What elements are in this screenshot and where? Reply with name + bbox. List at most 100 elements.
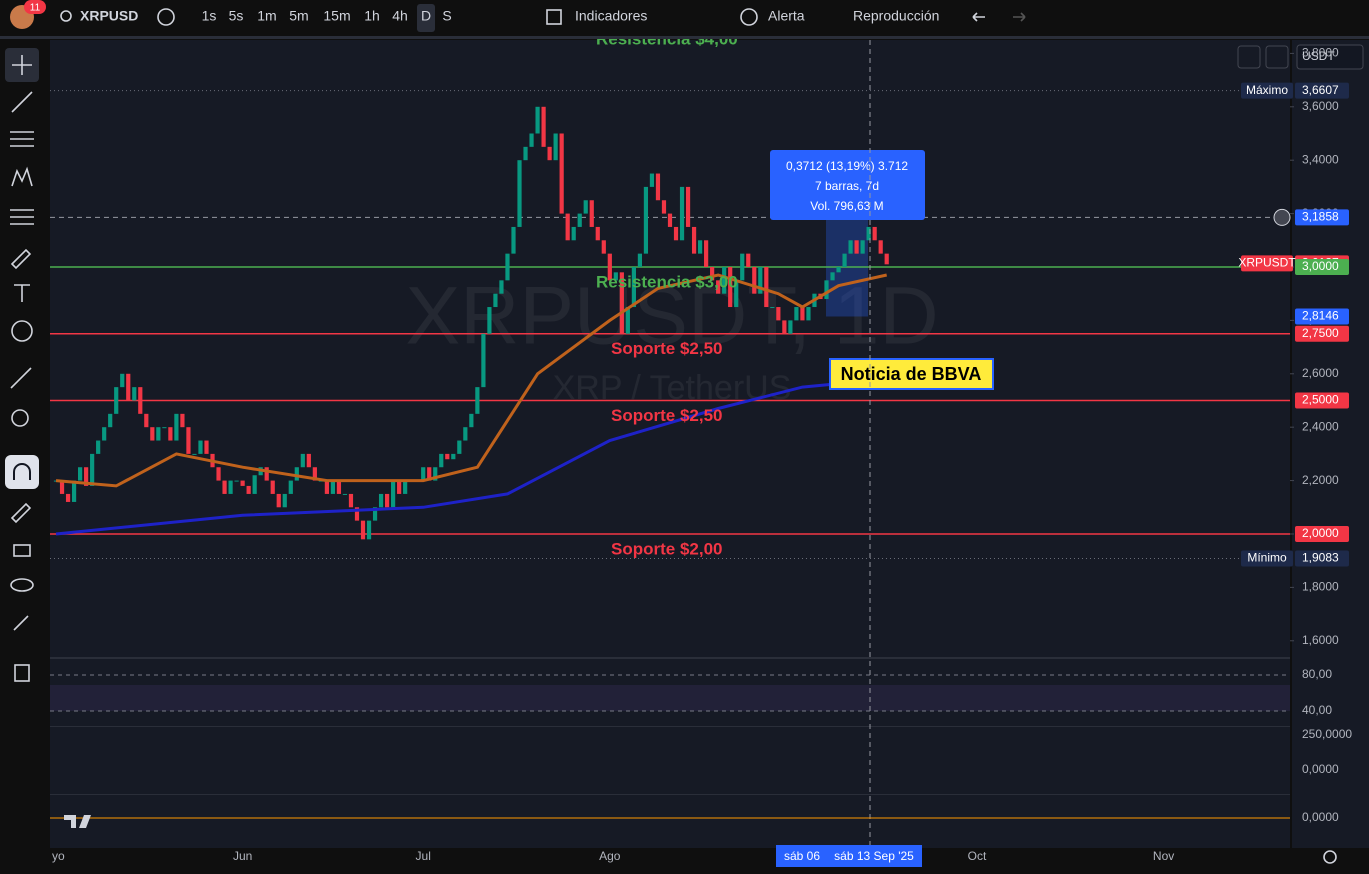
price-badge xyxy=(1295,209,1349,226)
ruler-tool[interactable] xyxy=(10,367,32,389)
candle xyxy=(583,200,588,214)
candle xyxy=(126,373,131,401)
search-icon[interactable] xyxy=(60,10,72,22)
candle xyxy=(559,133,564,214)
redo[interactable] xyxy=(1013,12,1026,22)
candle xyxy=(716,280,721,294)
interval-active xyxy=(417,4,435,32)
alert-icon[interactable] xyxy=(740,8,758,26)
candle xyxy=(216,467,221,481)
candle xyxy=(565,213,570,241)
candle xyxy=(300,453,305,468)
candle xyxy=(469,413,474,428)
price-tag xyxy=(1241,255,1293,272)
candle xyxy=(541,106,546,147)
lock-tool[interactable] xyxy=(13,544,31,557)
price-badge-label: 3,1858 xyxy=(1302,210,1339,224)
candle xyxy=(884,253,889,265)
download-button[interactable] xyxy=(1237,45,1261,69)
draw-mode[interactable] xyxy=(10,502,32,524)
candle xyxy=(252,475,257,494)
replay[interactable]: Reproducción xyxy=(853,8,939,24)
candle xyxy=(156,427,161,441)
interval[interactable]: 1m xyxy=(257,8,276,24)
y-tick-label: 3,6000 xyxy=(1302,99,1339,113)
candle xyxy=(577,213,582,227)
candle xyxy=(830,272,835,281)
time-badge-label: sáb 13 Sep '25 xyxy=(834,849,914,863)
candle xyxy=(673,226,679,241)
interval[interactable]: 15m xyxy=(323,8,350,24)
brush-tool[interactable] xyxy=(10,248,32,270)
symbol[interactable]: XRPUSD xyxy=(80,8,138,24)
candle xyxy=(866,226,871,241)
interval[interactable]: 1h xyxy=(364,8,380,24)
settings[interactable] xyxy=(1323,850,1337,864)
candle xyxy=(854,240,859,254)
candle xyxy=(403,480,408,494)
alert[interactable]: Alerta xyxy=(768,8,805,24)
candle xyxy=(192,453,197,455)
currency-select[interactable] xyxy=(1296,44,1364,70)
candle xyxy=(162,427,167,429)
candle xyxy=(661,200,667,214)
interval[interactable]: S xyxy=(442,8,451,24)
emoji-tool[interactable] xyxy=(11,320,33,342)
price-tag-label: Mínimo xyxy=(1247,551,1287,565)
line-tool[interactable] xyxy=(11,91,33,113)
indicators-icon[interactable] xyxy=(546,9,562,25)
candle xyxy=(457,440,462,454)
badge-count: 11 xyxy=(30,3,41,14)
y-tick-label: 3,4000 xyxy=(1302,152,1339,166)
indicators[interactable]: Indicadores xyxy=(575,8,647,24)
interval[interactable]: 5m xyxy=(289,8,308,24)
candle xyxy=(595,226,600,241)
undo[interactable] xyxy=(972,12,985,22)
moving-average xyxy=(55,377,887,536)
add-symbol[interactable] xyxy=(157,8,175,26)
candle xyxy=(228,480,233,494)
trash-tool[interactable] xyxy=(14,664,30,682)
moving-average xyxy=(55,273,888,488)
candle xyxy=(144,413,149,428)
candle xyxy=(679,186,685,241)
pattern-tool[interactable] xyxy=(11,166,33,187)
price-badge xyxy=(1295,82,1349,99)
price-badge xyxy=(1295,525,1349,542)
price-axis xyxy=(1292,40,1369,848)
layout-button[interactable] xyxy=(1265,45,1289,69)
candle xyxy=(529,133,534,147)
candle xyxy=(872,226,877,241)
candle xyxy=(589,200,594,227)
measure-text: 0,3712 (13,19%) 3.712 xyxy=(786,159,908,173)
candle xyxy=(132,387,137,401)
link-tool[interactable] xyxy=(13,615,29,631)
candle xyxy=(71,480,77,502)
candle xyxy=(372,507,378,521)
interval[interactable]: D xyxy=(421,8,431,24)
currency[interactable]: USDT xyxy=(1302,49,1335,63)
candle xyxy=(836,266,841,273)
candle xyxy=(740,253,745,281)
logo xyxy=(64,815,91,828)
magnet-active[interactable] xyxy=(5,455,39,489)
candle xyxy=(547,146,552,161)
crosshair-tool[interactable] xyxy=(12,55,32,75)
fib-tool[interactable] xyxy=(10,131,34,147)
candle xyxy=(264,467,269,481)
text-tool[interactable] xyxy=(14,284,30,302)
top-bar xyxy=(0,0,1369,36)
candle xyxy=(728,266,733,308)
candle xyxy=(354,507,360,521)
interval[interactable]: 1s xyxy=(202,8,217,24)
candle xyxy=(427,467,432,481)
interval[interactable]: 5s xyxy=(229,8,244,24)
zoom-tool[interactable] xyxy=(11,409,29,427)
candle xyxy=(794,307,799,321)
price-badge-label: 2,8146 xyxy=(1302,309,1339,323)
visibility-tool[interactable] xyxy=(10,578,34,592)
interval[interactable]: 4h xyxy=(392,8,408,24)
forecast-tool[interactable] xyxy=(10,209,34,225)
candle xyxy=(77,467,83,481)
add-alert[interactable] xyxy=(1273,208,1291,226)
